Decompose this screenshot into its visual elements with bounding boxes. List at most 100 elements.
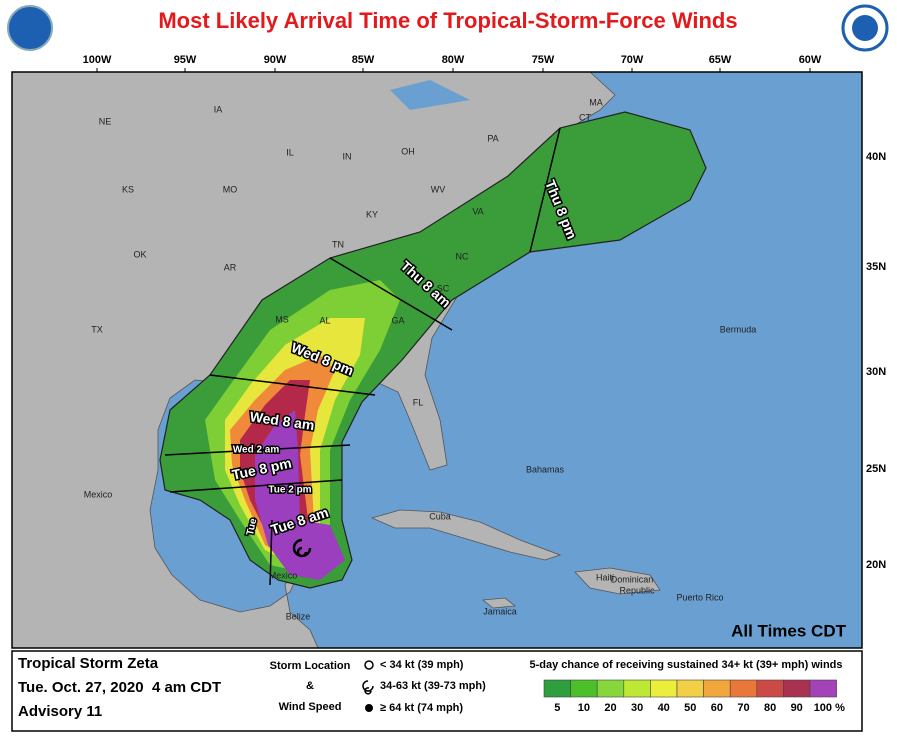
- nws-logo-inner: [852, 15, 878, 41]
- scale-swatch: [703, 679, 731, 698]
- scale-swatch: [623, 679, 651, 698]
- place-label: NC: [456, 251, 469, 261]
- legend-label: Wind Speed: [279, 701, 342, 713]
- scale-swatch: [676, 679, 704, 698]
- scale-swatch: [570, 679, 598, 698]
- symbol-label: 34-63 kt (39-73 mph): [380, 680, 486, 692]
- legend-label: &: [306, 680, 314, 692]
- symbol-label: ≥ 64 kt (74 mph): [380, 702, 463, 714]
- place-label: KS: [122, 184, 134, 194]
- place-label: KY: [366, 209, 378, 219]
- place-label: MO: [223, 184, 238, 194]
- advisory: Advisory 11: [18, 703, 102, 720]
- scale-swatch: [809, 679, 837, 698]
- place-label: Republic: [619, 585, 655, 595]
- scale-label: 5: [554, 702, 560, 714]
- probability-90: [255, 410, 345, 580]
- lon-label: 95W: [174, 54, 197, 66]
- time-line: [169, 479, 343, 493]
- title: Most Likely Arrival Time of Tropical-Sto…: [158, 8, 737, 33]
- scale-label: 80: [764, 702, 776, 714]
- lon-label: 70W: [621, 54, 644, 66]
- jamaica: [481, 597, 517, 609]
- place-label: Belize: [286, 611, 311, 621]
- place-label: VA: [472, 206, 483, 216]
- place-label: AL: [319, 315, 330, 325]
- legend-label: Storm Location: [270, 660, 351, 672]
- hispaniola: [574, 567, 661, 595]
- place-label: OK: [133, 249, 146, 259]
- arrival-label: Tue 2 pm: [268, 485, 311, 496]
- place-label: WV: [431, 184, 446, 194]
- place-label: Puerto Rico: [676, 592, 723, 602]
- scale-swatch: [596, 679, 625, 698]
- place-label: PA: [487, 133, 498, 143]
- place-label: TN: [332, 239, 344, 249]
- place-label: MA: [589, 97, 603, 107]
- place-label: Dominican: [611, 574, 654, 584]
- place-label: SC: [437, 283, 450, 293]
- place-label: Jamaica: [483, 606, 517, 616]
- noaa-logo: [7, 5, 53, 51]
- scale-swatch: [756, 679, 784, 698]
- scale-swatch: [543, 679, 571, 698]
- cuba: [370, 509, 562, 561]
- place-label: NE: [99, 116, 112, 126]
- storm-name: Tropical Storm Zeta: [18, 655, 159, 672]
- place-label: TX: [91, 324, 103, 334]
- lon-label: 100W: [83, 54, 112, 66]
- scale-label: 30: [631, 702, 643, 714]
- scale-swatch: [650, 679, 678, 698]
- time-line: [209, 374, 376, 396]
- map-frame: [11, 71, 863, 649]
- place-label: AR: [224, 262, 237, 272]
- lat-label: 25N: [866, 463, 886, 475]
- lon-label: 75W: [532, 54, 555, 66]
- arrival-label: Wed 2 am: [233, 445, 280, 456]
- place-label: GA: [391, 315, 404, 325]
- lon-label: 85W: [352, 54, 375, 66]
- scale-label: 50: [684, 702, 696, 714]
- scale-label: 20: [604, 702, 616, 714]
- place-label: OH: [401, 146, 415, 156]
- note: All Times CDT: [731, 621, 847, 640]
- lat-label: 35N: [866, 261, 886, 273]
- place-label: IA: [214, 104, 223, 114]
- storm-symbol: [292, 538, 312, 558]
- lon-label: 65W: [709, 54, 732, 66]
- lake: [390, 80, 470, 110]
- time-line: [164, 444, 351, 456]
- lon-label: 80W: [442, 54, 465, 66]
- place-label: Cuba: [429, 511, 451, 521]
- symbol-hu: [365, 704, 373, 712]
- lon-label: 90W: [264, 54, 287, 66]
- scale-title: 5-day chance of receiving sustained 34+ …: [530, 659, 843, 671]
- place-label: Haiti: [596, 572, 614, 582]
- scale-label: 60: [711, 702, 723, 714]
- place-label: Mexico: [84, 489, 113, 499]
- time-line: [529, 127, 561, 253]
- map: [11, 71, 862, 649]
- date: Tue. Oct. 27, 2020 4 am CDT: [18, 679, 221, 696]
- arrival-label: Tue: [245, 517, 259, 536]
- place-label: MS: [275, 314, 289, 324]
- place-label: FL: [413, 397, 424, 407]
- symbol-label: < 34 kt (39 mph): [380, 659, 464, 671]
- symbol-td: [364, 660, 374, 670]
- scale-label: 40: [658, 702, 670, 714]
- lat-label: 40N: [866, 151, 886, 163]
- place-label: Bermuda: [720, 324, 757, 334]
- scale-label: 70: [737, 702, 749, 714]
- time-line: [269, 519, 273, 586]
- lat-label: 30N: [866, 366, 886, 378]
- scale-label: 100 %: [814, 702, 845, 714]
- place-label: IL: [286, 147, 294, 157]
- place-label: IN: [343, 151, 352, 161]
- lat-label: 20N: [866, 559, 886, 571]
- scale-swatch: [729, 679, 758, 698]
- time-line: [329, 257, 453, 331]
- lon-label: 60W: [799, 54, 822, 66]
- scale-label: 90: [791, 702, 803, 714]
- scale-label: 10: [578, 702, 590, 714]
